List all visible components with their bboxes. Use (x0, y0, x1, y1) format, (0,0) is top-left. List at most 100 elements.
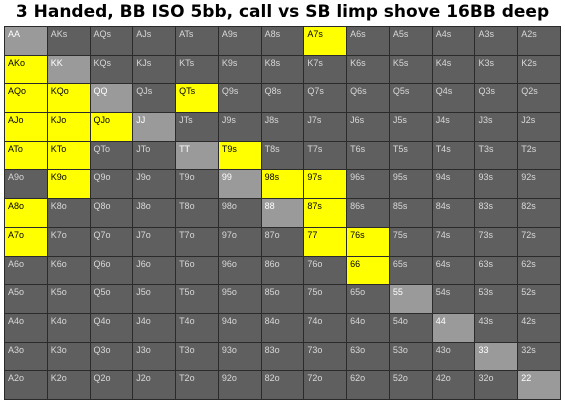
hand-cell-95o: 95o (218, 285, 261, 313)
hand-cell-a6o: A6o (5, 256, 47, 285)
hand-cell-99: 99 (218, 170, 261, 199)
hand-cell-84s: 84s (432, 199, 475, 227)
hand-cell-88: 88 (261, 199, 304, 227)
hand-cell-64o: 64o (347, 313, 389, 342)
hand-cell-t8s: T8s (261, 141, 304, 170)
hand-cell-95s: 95s (389, 170, 432, 199)
hand-cell-q4o: Q4o (90, 313, 133, 342)
hand-cell-t4s: T4s (432, 141, 475, 170)
hand-cell-j4o: J4o (133, 313, 176, 342)
hand-cell-98o: 98o (218, 199, 261, 227)
hand-cell-jj: JJ (133, 113, 176, 141)
hand-cell-93o: 93o (218, 342, 261, 371)
hand-cell-77: 77 (304, 227, 347, 256)
hand-cell-j8s: J8s (261, 113, 304, 141)
hand-range-grid: AA AKs AQs AJs ATs A9s A8s A7s A6s A5s A4s A3s A2s AK… (4, 26, 561, 400)
hand-cell-q6s: Q6s (347, 84, 389, 113)
hand-cell-52o: 52o (389, 371, 432, 399)
hand-cell-33: 33 (475, 342, 518, 371)
hand-cell-aks: AKs (47, 27, 90, 55)
hand-cell-k5s: K5s (389, 55, 432, 84)
hand-cell-j5s: J5s (389, 113, 432, 141)
hand-cell-j9o: J9o (133, 170, 176, 199)
hand-cell-96s: 96s (347, 170, 389, 199)
hand-cell-a4o: A4o (5, 313, 47, 342)
hand-cell-t6o: T6o (176, 256, 218, 285)
hand-cell-q8o: Q8o (90, 199, 133, 227)
hand-cell-qq: QQ (90, 84, 133, 113)
hand-cell-a8o: A8o (5, 199, 47, 227)
hand-cell-q7s: Q7s (304, 84, 347, 113)
hand-cell-a4s: A4s (432, 27, 475, 55)
hand-cell-t8o: T8o (176, 199, 218, 227)
hand-cell-a9o: A9o (5, 170, 47, 199)
hand-cell-kto: KTo (47, 141, 90, 170)
hand-cell-q5s: Q5s (389, 84, 432, 113)
hand-cell-92o: 92o (218, 371, 261, 399)
hand-cell-j7s: J7s (304, 113, 347, 141)
hand-cell-k9s: K9s (218, 55, 261, 84)
hand-cell-ajo: AJo (5, 113, 47, 141)
hand-cell-86o: 86o (261, 256, 304, 285)
hand-cell-k8o: K8o (47, 199, 90, 227)
hand-cell-jto: JTo (133, 141, 176, 170)
hand-cell-t9o: T9o (176, 170, 218, 199)
hand-cell-q9s: Q9s (218, 84, 261, 113)
hand-cell-kqs: KQs (90, 55, 133, 84)
hand-cell-96o: 96o (218, 256, 261, 285)
hand-cell-32s: 32s (518, 342, 560, 371)
hand-cell-66: 66 (347, 256, 389, 285)
hand-cell-43s: 43s (475, 313, 518, 342)
hand-cell-32o: 32o (475, 371, 518, 399)
hand-cell-qts: QTs (176, 84, 218, 113)
hand-cell-ato: ATo (5, 141, 47, 170)
hand-cell-a2s: A2s (518, 27, 560, 55)
hand-cell-t9s: T9s (218, 141, 261, 170)
hand-cell-t6s: T6s (347, 141, 389, 170)
hand-cell-qjs: QJs (133, 84, 176, 113)
hand-cell-k7o: K7o (47, 227, 90, 256)
hand-cell-75s: 75s (389, 227, 432, 256)
hand-cell-q4s: Q4s (432, 84, 475, 113)
hand-cell-k8s: K8s (261, 55, 304, 84)
hand-cell-72s: 72s (518, 227, 560, 256)
hand-cell-q2o: Q2o (90, 371, 133, 399)
hand-cell-76s: 76s (347, 227, 389, 256)
hand-cell-a7o: A7o (5, 227, 47, 256)
hand-cell-aqs: AQs (90, 27, 133, 55)
hand-cell-t5s: T5s (389, 141, 432, 170)
hand-cell-a8s: A8s (261, 27, 304, 55)
hand-cell-43o: 43o (432, 342, 475, 371)
hand-cell-q3o: Q3o (90, 342, 133, 371)
hand-cell-85o: 85o (261, 285, 304, 313)
hand-cell-a5s: A5s (389, 27, 432, 55)
hand-cell-44: 44 (432, 313, 475, 342)
hand-cell-j8o: J8o (133, 199, 176, 227)
hand-cell-86s: 86s (347, 199, 389, 227)
hand-cell-ajs: AJs (133, 27, 176, 55)
hand-cell-42o: 42o (432, 371, 475, 399)
hand-cell-73o: 73o (304, 342, 347, 371)
hand-cell-53o: 53o (389, 342, 432, 371)
hand-cell-87o: 87o (261, 227, 304, 256)
hand-cell-j3o: J3o (133, 342, 176, 371)
hand-cell-k3s: K3s (475, 55, 518, 84)
hand-cell-73s: 73s (475, 227, 518, 256)
hand-cell-aa: AA (5, 27, 47, 55)
hand-cell-72o: 72o (304, 371, 347, 399)
hand-cell-22: 22 (518, 371, 560, 399)
hand-cell-q3s: Q3s (475, 84, 518, 113)
hand-cell-63s: 63s (475, 256, 518, 285)
hand-cell-76o: 76o (304, 256, 347, 285)
hand-cell-t4o: T4o (176, 313, 218, 342)
hand-cell-83s: 83s (475, 199, 518, 227)
hand-cell-55: 55 (389, 285, 432, 313)
hand-cell-k6o: K6o (47, 256, 90, 285)
hand-cell-q7o: Q7o (90, 227, 133, 256)
hand-cell-k5o: K5o (47, 285, 90, 313)
hand-cell-kts: KTs (176, 55, 218, 84)
hand-cell-k4o: K4o (47, 313, 90, 342)
hand-cell-74o: 74o (304, 313, 347, 342)
hand-cell-tt: TT (176, 141, 218, 170)
hand-cell-54o: 54o (389, 313, 432, 342)
